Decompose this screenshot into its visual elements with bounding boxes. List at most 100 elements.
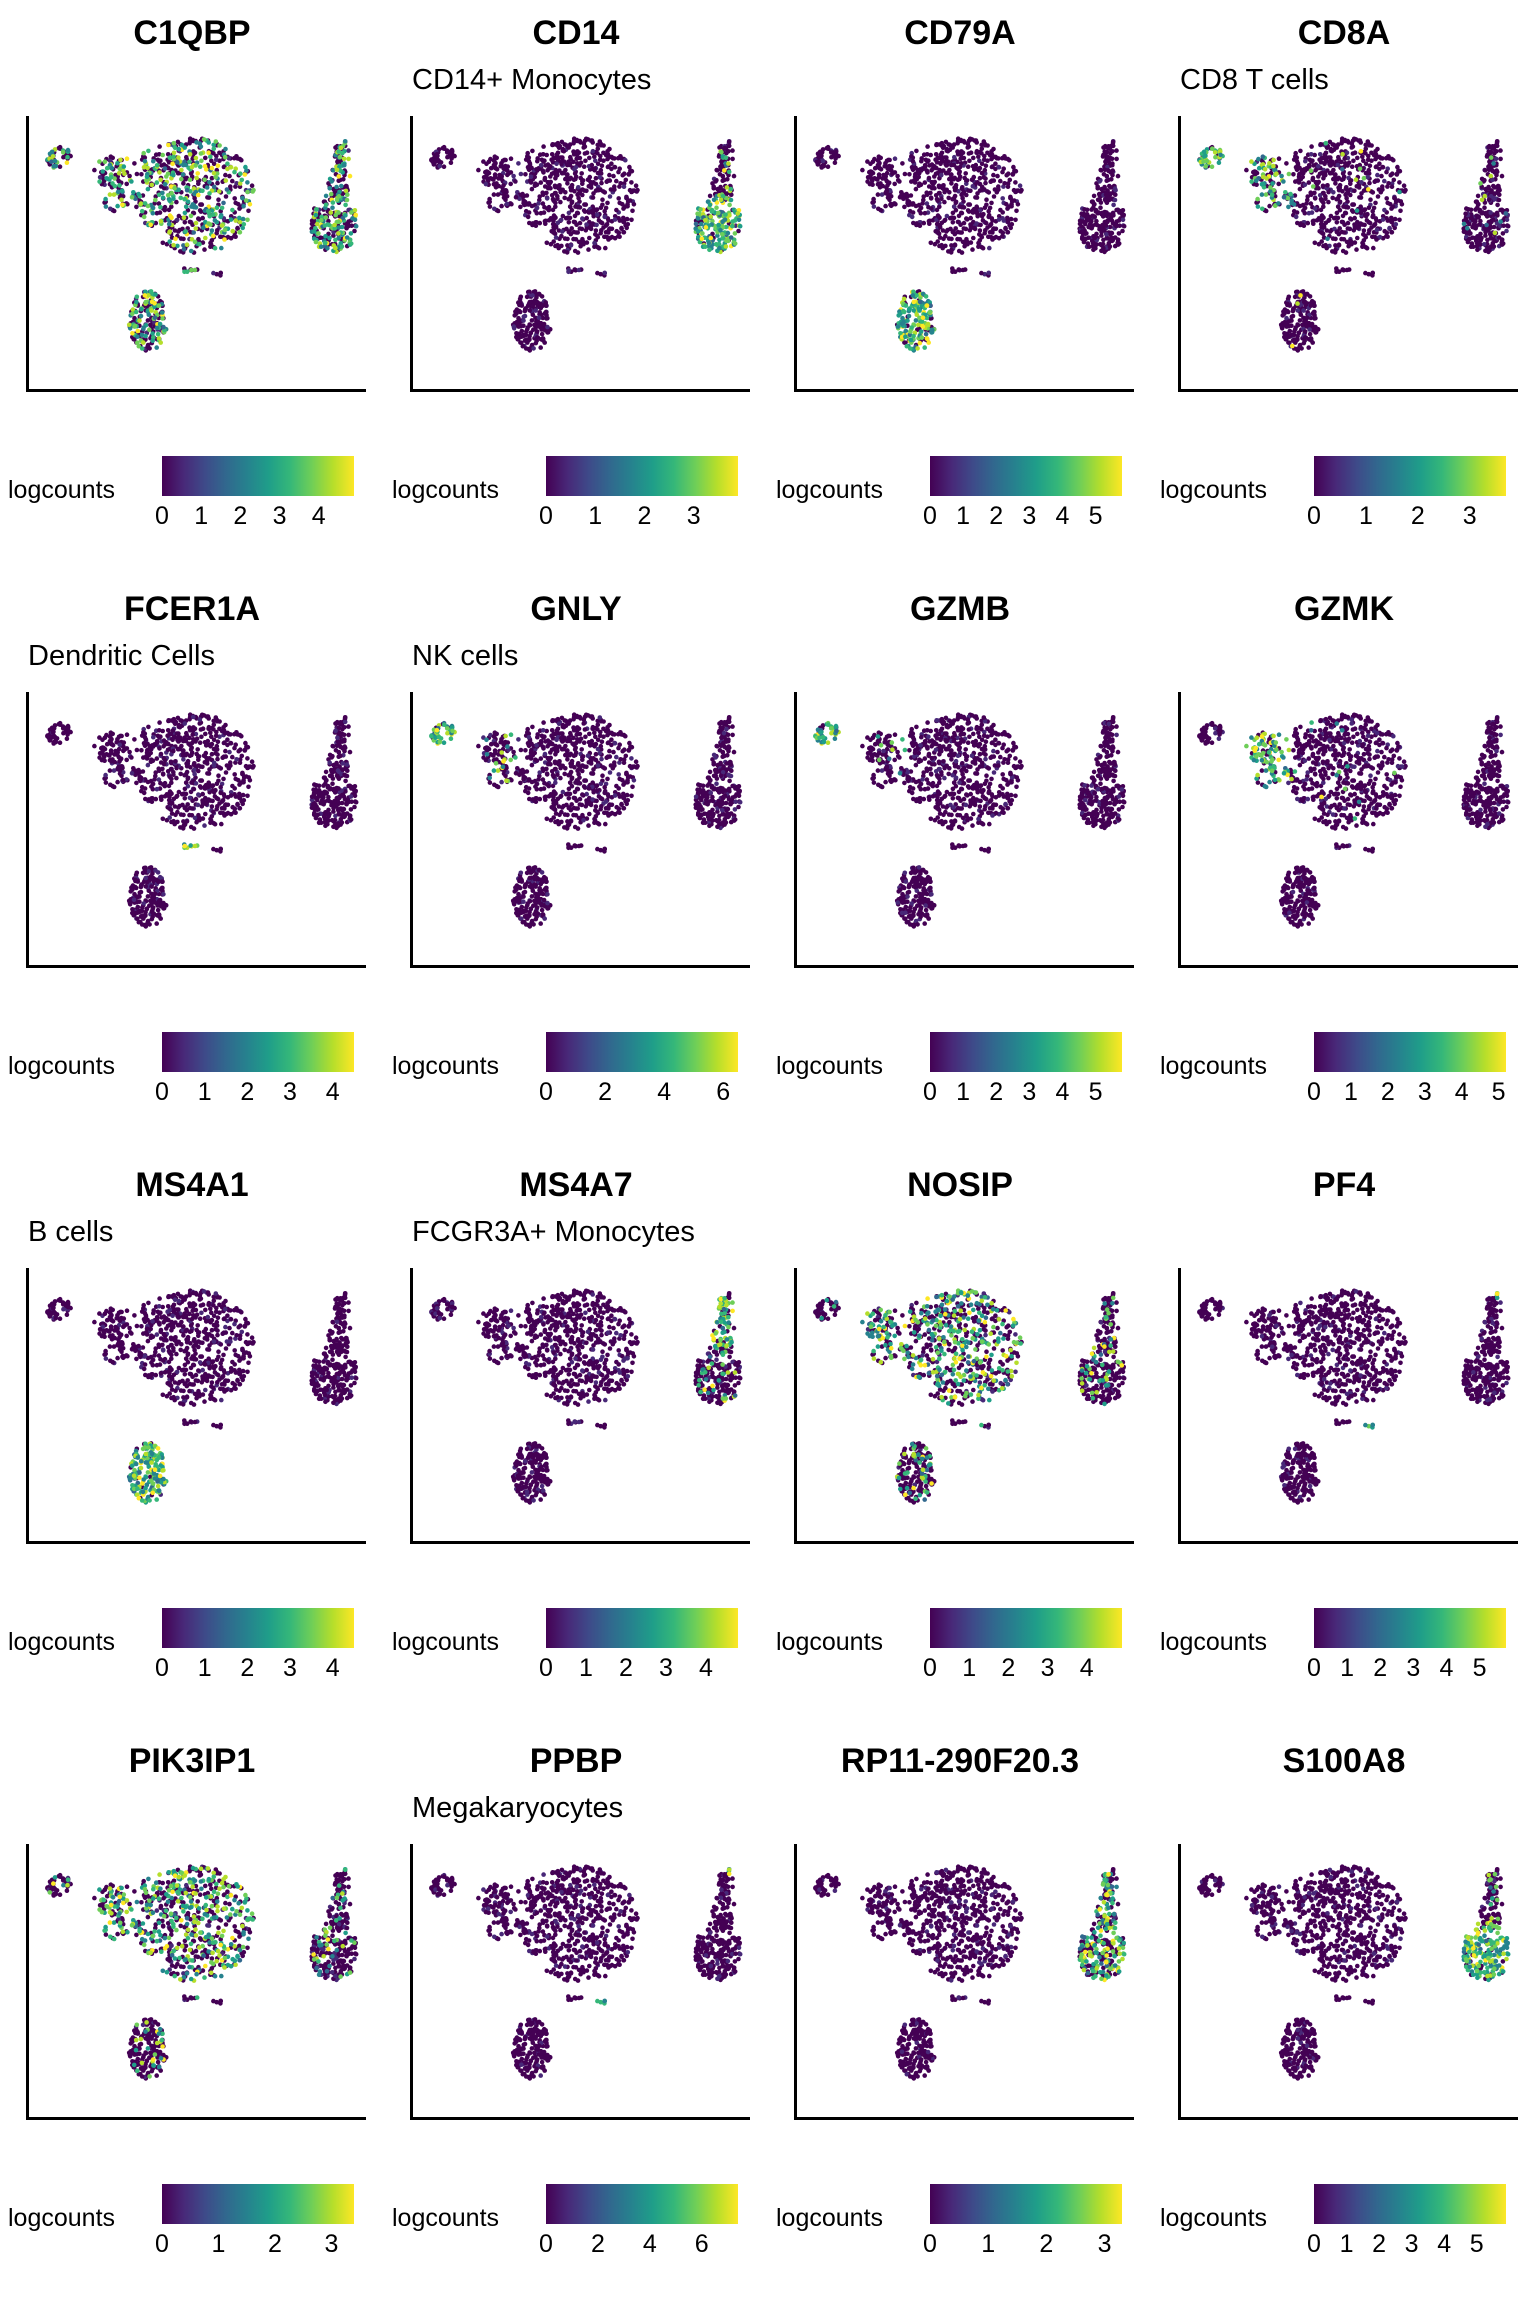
cell-point	[1262, 167, 1268, 172]
cell-point	[328, 191, 334, 197]
cell-point	[142, 201, 148, 206]
cell-point	[965, 164, 971, 169]
cell-point	[1479, 210, 1485, 216]
cell-point	[134, 171, 140, 177]
cell-point	[206, 140, 211, 145]
cell-point	[1374, 237, 1379, 242]
cell-point	[1317, 171, 1323, 177]
cell-point	[1366, 187, 1371, 192]
cell-point	[1387, 156, 1392, 161]
cell-point	[1344, 267, 1350, 273]
cell-point	[1271, 157, 1276, 163]
cell-point	[577, 205, 583, 210]
cell-point	[556, 145, 562, 150]
cell-point	[592, 154, 597, 159]
cell-point	[630, 208, 635, 214]
cell-point	[1475, 202, 1481, 208]
cell-point	[1295, 301, 1300, 306]
cell-point	[508, 181, 513, 187]
cell-point	[927, 303, 933, 308]
cell-point	[1488, 235, 1494, 240]
cell-point	[955, 219, 961, 225]
cell-point	[939, 140, 945, 146]
cell-point	[119, 188, 125, 193]
cell-point	[714, 200, 720, 205]
cell-point	[941, 183, 946, 188]
cell-point	[911, 289, 916, 295]
cell-point	[197, 164, 203, 169]
cell-point	[574, 138, 580, 144]
cell-point	[1401, 183, 1407, 188]
cell-point	[331, 233, 336, 238]
cell-point	[991, 194, 997, 199]
cell-point	[585, 137, 591, 142]
legend-title: logcounts	[776, 476, 884, 504]
cell-point	[141, 150, 146, 156]
cell-point	[1482, 168, 1488, 173]
cell-point	[1260, 206, 1265, 212]
cell-point	[245, 217, 250, 223]
cell-point	[907, 332, 913, 338]
cell-point	[211, 184, 217, 190]
cell-point	[834, 152, 839, 158]
cell-point	[314, 207, 319, 212]
cell-point	[1303, 158, 1308, 164]
cell-point	[141, 214, 147, 220]
cell-point	[1344, 150, 1350, 155]
cell-point	[349, 223, 354, 228]
cell-point	[926, 158, 931, 163]
cell-point	[1314, 218, 1320, 223]
cell-point	[180, 172, 186, 177]
cell-point	[1217, 149, 1223, 154]
cell-point	[250, 189, 255, 194]
cell-point	[550, 207, 556, 213]
cell-point	[1308, 168, 1314, 173]
tsne-scatter-plot	[26, 692, 366, 968]
cell-point	[145, 186, 151, 192]
cell-point	[316, 231, 321, 236]
cell-point	[580, 178, 586, 183]
cell-point	[518, 171, 524, 177]
cell-point	[181, 247, 187, 252]
cell-point	[953, 182, 959, 188]
cell-point	[172, 185, 177, 191]
cell-point	[522, 307, 528, 312]
cell-point	[925, 170, 930, 175]
cell-point	[985, 150, 990, 156]
cell-point	[1255, 196, 1260, 202]
cell-point	[209, 165, 215, 171]
cell-point	[513, 179, 518, 184]
cell-point	[1286, 204, 1291, 210]
cell-point	[1367, 180, 1372, 186]
cell-point	[1467, 236, 1473, 241]
cell-point	[132, 323, 138, 329]
cell-point	[232, 196, 237, 201]
cell-point	[1269, 192, 1275, 198]
cell-point	[174, 199, 179, 205]
cell-point	[732, 241, 738, 246]
cell-point	[488, 156, 493, 162]
cell-point	[937, 204, 942, 209]
cell-point	[1384, 196, 1389, 201]
colorbar-tick-label: 1	[956, 502, 971, 530]
cell-point	[1499, 173, 1505, 179]
cell-point	[138, 307, 144, 312]
cell-point	[204, 185, 210, 190]
cell-point	[1373, 164, 1379, 170]
cell-point	[553, 243, 558, 249]
cell-point	[913, 186, 919, 192]
cell-point	[1352, 222, 1357, 227]
cell-point	[1304, 324, 1310, 329]
cell-point	[189, 237, 195, 242]
cell-point	[235, 225, 240, 231]
cell-point	[930, 218, 936, 223]
cell-point	[103, 204, 109, 209]
cell-point	[206, 221, 211, 226]
cell-point	[1355, 155, 1360, 161]
cell-point	[880, 183, 886, 189]
cell-point	[1106, 217, 1112, 222]
cell-point	[1468, 231, 1473, 236]
cell-point	[155, 331, 161, 337]
cell-point	[888, 201, 894, 207]
cell-point	[1497, 192, 1502, 197]
